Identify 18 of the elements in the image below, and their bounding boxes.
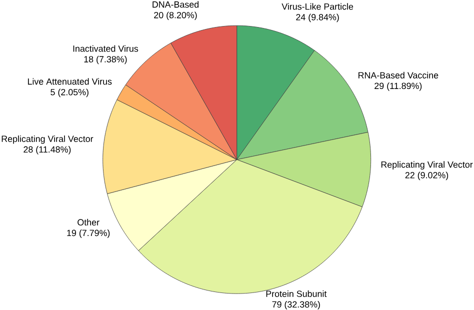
data-label: 28 (11.48%) [24, 146, 71, 154]
slice-label: Replicating Viral Vector [2, 135, 94, 144]
slice-label: Live Attenuated Virus [28, 78, 112, 84]
slice-label: DNA-Based [152, 0, 199, 8]
slice-label: Protein Subunit [266, 290, 327, 297]
slice-label: Inactivated Virus [73, 45, 138, 52]
slice-label: Virus-Like Particle [282, 2, 354, 10]
data-label: 79 (32.38%) [272, 300, 320, 310]
data-label: 18 (7.38%) [84, 56, 127, 64]
data-label: 29 (11.89%) [374, 82, 422, 91]
data-label: 19 (7.79%) [67, 229, 110, 238]
slice-label: RNA-Based Vaccine [358, 72, 438, 78]
data-label: 20 (8.20%) [154, 11, 197, 20]
data-label: 22 (9.02%) [405, 172, 448, 180]
data-label: 5 (2.05%) [50, 88, 88, 97]
slice-label: Replicating Viral Vector [381, 160, 473, 170]
data-label: 24 (9.84%) [296, 14, 339, 22]
slice-label: Other [78, 218, 100, 226]
